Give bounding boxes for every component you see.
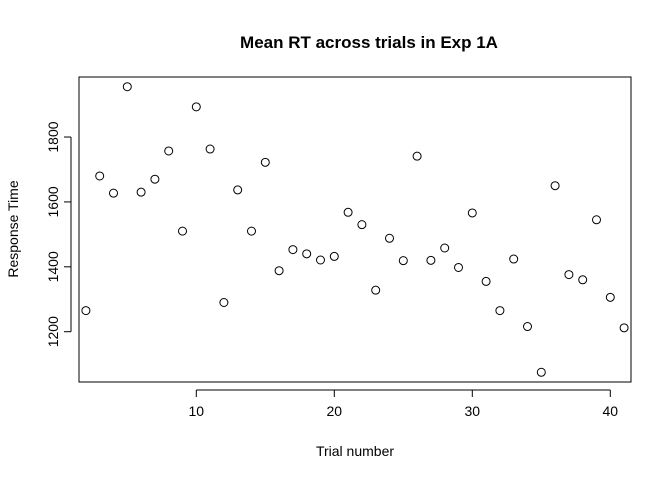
data-point (95, 171, 105, 181)
data-point (371, 285, 381, 295)
y-axis: 1200 1400 1600 1800 (45, 121, 72, 347)
data-point (398, 256, 408, 266)
x-tick-label: 10 (189, 403, 205, 419)
data-point (136, 187, 146, 197)
chart-title: Mean RT across trials in Exp 1A (240, 33, 498, 52)
data-point (343, 207, 353, 217)
data-point (205, 144, 215, 154)
data-point (509, 254, 519, 264)
data-point (536, 367, 546, 377)
x-tick-label: 30 (465, 403, 481, 419)
data-point (109, 188, 118, 198)
data-point (302, 249, 312, 259)
x-tick-label: 40 (603, 403, 619, 419)
x-tick-label: 20 (327, 403, 343, 419)
data-point (274, 266, 284, 276)
data-point (150, 174, 160, 184)
data-point (122, 82, 132, 92)
data-point (619, 323, 629, 333)
data-points (81, 82, 629, 377)
data-point (219, 298, 229, 308)
data-point (316, 255, 325, 265)
data-point (247, 226, 256, 236)
data-point (454, 262, 463, 272)
data-point (578, 275, 588, 285)
data-point (440, 243, 450, 253)
plot-frame (78, 76, 632, 383)
y-axis-label: Response Time (5, 180, 21, 277)
data-point (605, 292, 615, 302)
data-point (260, 157, 270, 167)
data-point (178, 226, 187, 236)
data-point (385, 233, 394, 243)
data-point (523, 322, 532, 332)
x-axis: 10 20 30 40 (189, 389, 619, 419)
data-point (495, 306, 505, 316)
y-tick-label: 1400 (45, 251, 61, 282)
data-point (412, 151, 422, 161)
data-point (357, 220, 367, 230)
data-point (164, 146, 174, 156)
data-point (81, 306, 91, 316)
data-point (329, 251, 339, 261)
y-tick-label: 1200 (45, 316, 61, 347)
data-point (191, 102, 201, 112)
data-point (550, 181, 560, 191)
data-point (592, 215, 601, 225)
data-point (467, 208, 477, 218)
data-point (426, 255, 436, 265)
y-tick-label: 1800 (45, 121, 61, 152)
y-tick-label: 1600 (45, 186, 61, 217)
x-axis-label: Trial number (316, 443, 394, 459)
data-point (288, 245, 298, 255)
data-point (481, 276, 491, 286)
data-point (564, 270, 574, 280)
data-point (233, 185, 243, 195)
